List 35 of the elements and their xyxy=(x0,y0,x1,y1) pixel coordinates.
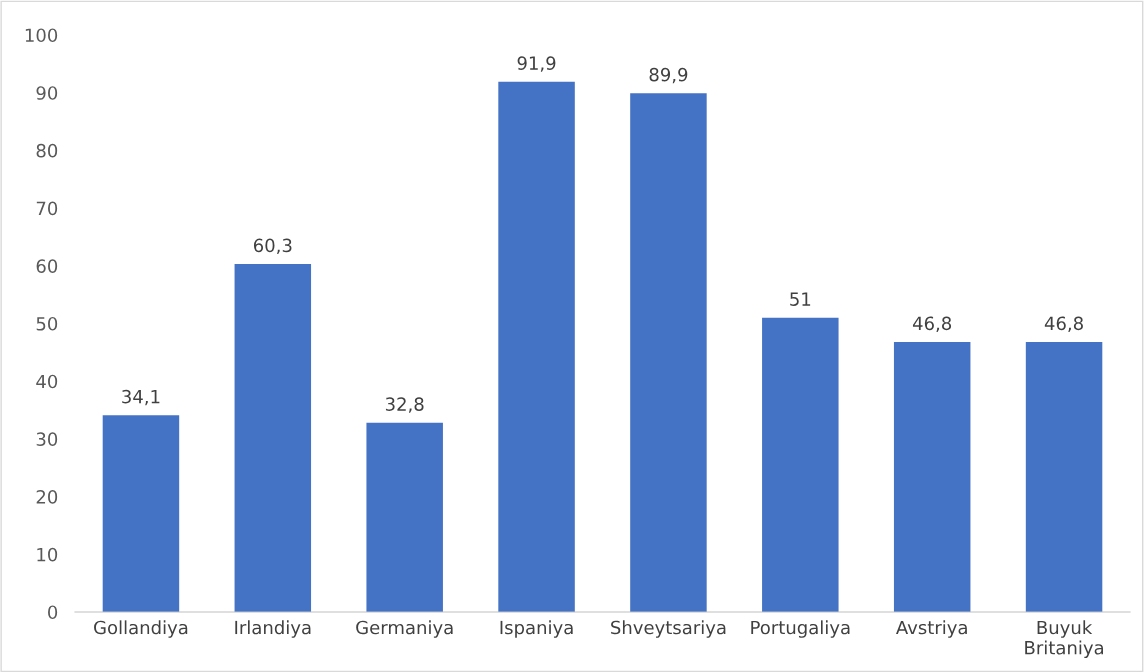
data-label: 89,9 xyxy=(649,67,688,84)
data-label: 60,3 xyxy=(253,238,292,255)
x-tick-label: Germaniya xyxy=(356,620,453,638)
y-tick-label: 80 xyxy=(36,143,58,158)
data-label: 34,1 xyxy=(122,389,160,406)
x-tick-label: Portugaliya xyxy=(751,620,850,638)
data-label: 46,8 xyxy=(1044,316,1083,332)
y-tick-label: 30 xyxy=(36,432,58,447)
bar xyxy=(762,317,839,612)
bar xyxy=(1025,341,1103,612)
y-tick-label: 10 xyxy=(37,547,58,562)
y-tick-label: 0 xyxy=(48,605,58,620)
y-tick-label: 90 xyxy=(36,86,58,100)
data-label: 51 xyxy=(790,292,811,306)
y-tick-label: 60 xyxy=(36,259,58,273)
x-tick-label: Buyuk Britaniya xyxy=(1025,620,1104,659)
data-label: 32,8 xyxy=(385,397,424,413)
x-tick-label: Shveytsariya xyxy=(611,620,726,638)
y-tick-label: 100 xyxy=(25,28,58,43)
y-tick-label: 20 xyxy=(36,490,58,504)
x-tick-label: Avstriya xyxy=(896,620,967,638)
data-label: 91,9 xyxy=(517,56,556,72)
bar xyxy=(366,422,443,612)
y-tick-label: 70 xyxy=(36,201,58,216)
x-tick-label: Ispaniya xyxy=(500,620,573,638)
y-tick-label: 40 xyxy=(36,374,58,389)
bar xyxy=(630,93,707,612)
bar xyxy=(498,81,575,612)
y-tick-label: 50 xyxy=(36,316,58,331)
x-tick-label: Gollandiya xyxy=(94,620,188,638)
bar xyxy=(893,341,971,612)
bar xyxy=(234,264,312,612)
data-label: 46,8 xyxy=(912,316,952,332)
bar xyxy=(102,415,180,612)
x-tick-label: Irlandiya xyxy=(235,620,311,638)
